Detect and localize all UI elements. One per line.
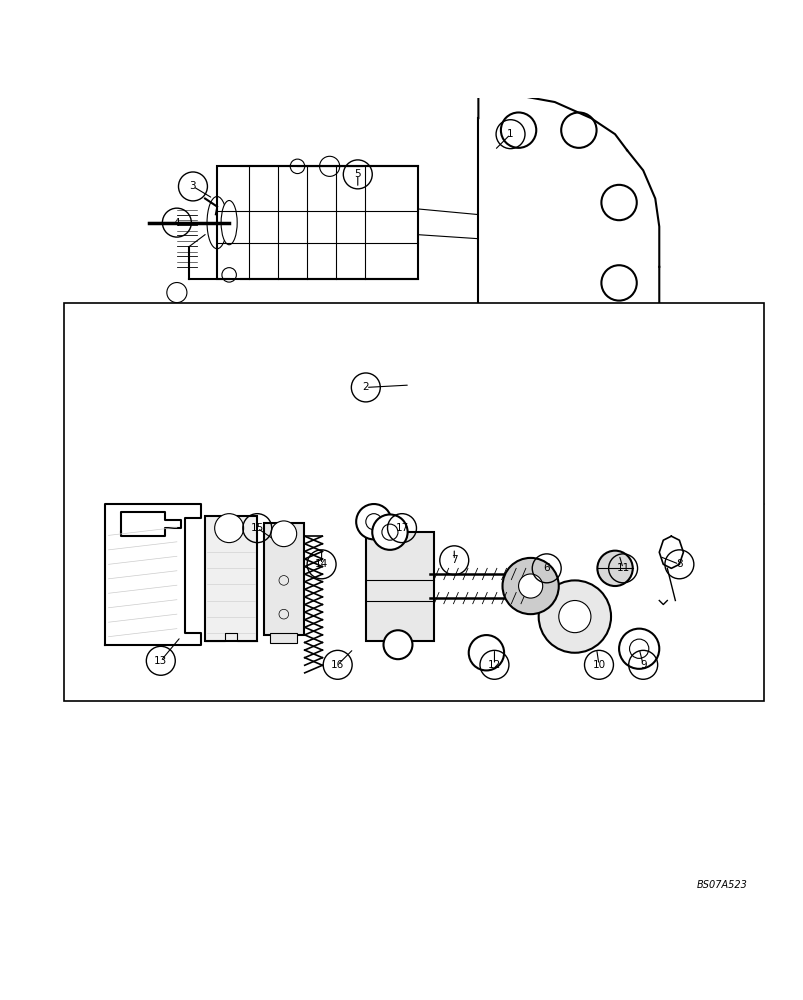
Circle shape — [618, 629, 658, 669]
Ellipse shape — [221, 201, 237, 245]
Text: 16: 16 — [331, 660, 344, 670]
Text: 13: 13 — [154, 656, 167, 666]
Text: 12: 12 — [487, 660, 500, 670]
Bar — [270, 633, 297, 643]
Bar — [205, 516, 257, 641]
Circle shape — [518, 574, 542, 598]
Text: 11: 11 — [616, 563, 629, 573]
Circle shape — [538, 580, 610, 653]
Circle shape — [214, 514, 243, 543]
Circle shape — [383, 630, 412, 659]
Text: 3: 3 — [190, 181, 196, 191]
Text: 14: 14 — [315, 559, 328, 569]
Ellipse shape — [167, 283, 186, 303]
Circle shape — [271, 521, 296, 547]
Bar — [64, 303, 763, 701]
Circle shape — [372, 514, 407, 550]
Bar — [365, 379, 385, 395]
Circle shape — [558, 600, 590, 633]
Bar — [217, 166, 418, 279]
Text: 17: 17 — [395, 523, 408, 533]
Text: BS07A523: BS07A523 — [696, 880, 747, 890]
Text: 2: 2 — [362, 382, 369, 392]
Text: 7: 7 — [450, 555, 457, 565]
Circle shape — [597, 551, 632, 586]
Ellipse shape — [360, 379, 371, 395]
Text: 4: 4 — [173, 218, 180, 228]
Circle shape — [356, 504, 391, 539]
Circle shape — [502, 558, 558, 614]
Text: 8: 8 — [675, 559, 682, 569]
Text: 6: 6 — [543, 563, 549, 573]
Text: 10: 10 — [592, 660, 605, 670]
Text: 1: 1 — [507, 129, 513, 139]
Bar — [365, 532, 434, 641]
Bar — [263, 523, 304, 635]
Text: 9: 9 — [639, 660, 646, 670]
Text: 5: 5 — [354, 169, 361, 179]
Circle shape — [468, 635, 503, 670]
Text: 15: 15 — [251, 523, 263, 533]
